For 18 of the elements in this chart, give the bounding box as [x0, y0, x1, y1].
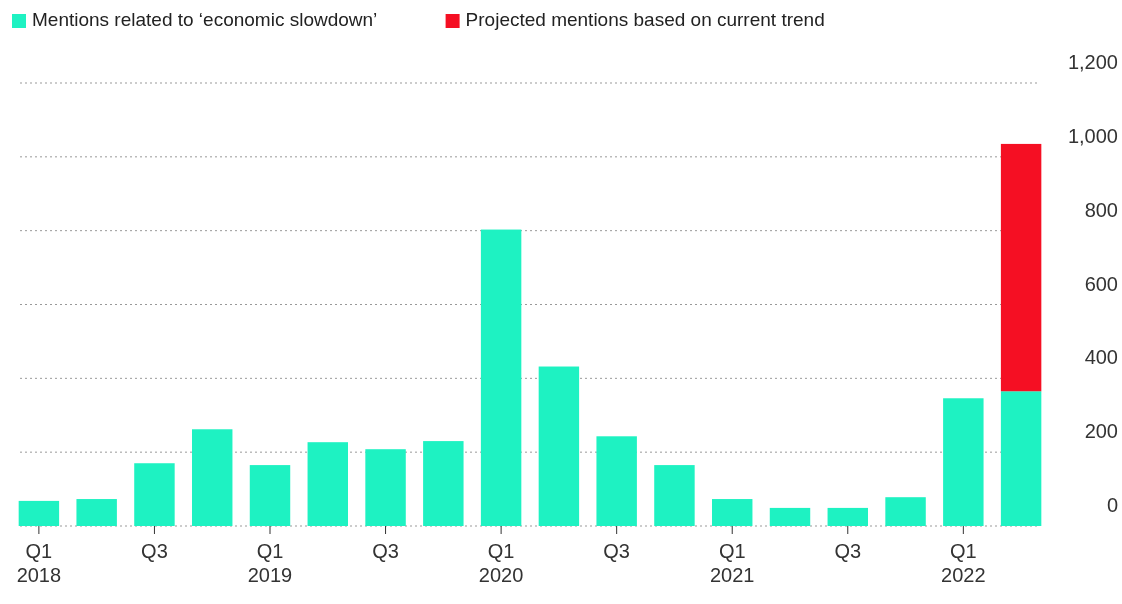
- y-tick-label: 400: [1084, 346, 1118, 369]
- x-tick-label: Q3: [372, 540, 399, 562]
- y-tick-label: 800: [1084, 198, 1118, 221]
- y-tick-label: 200: [1084, 420, 1118, 443]
- y-tick-label: 0: [1106, 494, 1118, 516]
- x-tick-label: Q1 2020: [478, 540, 524, 586]
- y-tick-label: 1,000: [1067, 124, 1118, 147]
- y-tick-label: 1,200: [1067, 51, 1118, 73]
- x-tick-label: Q1 2022: [941, 540, 986, 586]
- x-tick-label: Q1 2018: [16, 540, 62, 586]
- y-tick-label: 600: [1084, 272, 1118, 295]
- x-tick-label: Q3: [603, 540, 631, 562]
- legend-label: Mentions related to ‘economic slowdown’: [32, 9, 378, 30]
- x-tick-label: Q3: [141, 540, 168, 562]
- legend-label: Projected mentions based on current trend: [465, 9, 825, 30]
- x-tick-label: Q3: [834, 540, 862, 562]
- x-tick-label: Q1 2019: [247, 540, 293, 586]
- x-tick-label: Q1 2021: [709, 540, 755, 586]
